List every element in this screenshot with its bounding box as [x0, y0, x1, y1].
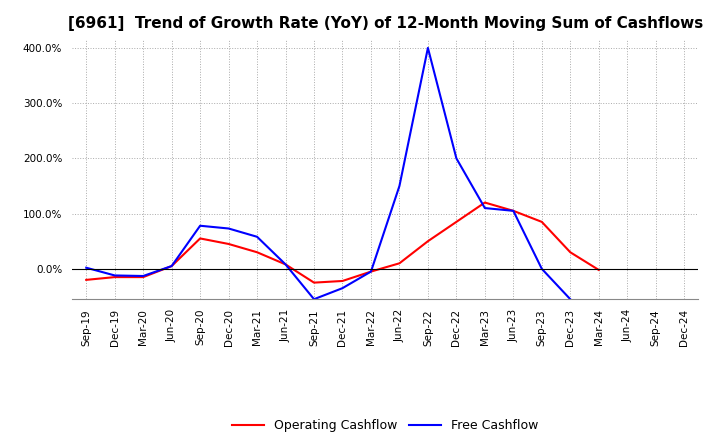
Free Cashflow	[253, 234, 261, 239]
Legend: Operating Cashflow, Free Cashflow: Operating Cashflow, Free Cashflow	[228, 414, 543, 437]
Operating Cashflow	[110, 275, 119, 280]
Operating Cashflow	[282, 262, 290, 267]
Operating Cashflow	[366, 269, 375, 274]
Free Cashflow	[282, 262, 290, 267]
Line: Free Cashflow: Free Cashflow	[86, 48, 570, 299]
Free Cashflow	[509, 208, 518, 213]
Free Cashflow	[537, 266, 546, 271]
Operating Cashflow	[253, 249, 261, 255]
Operating Cashflow	[423, 238, 432, 244]
Free Cashflow	[110, 273, 119, 278]
Operating Cashflow	[509, 208, 518, 213]
Line: Operating Cashflow: Operating Cashflow	[86, 202, 599, 282]
Free Cashflow	[167, 264, 176, 269]
Operating Cashflow	[537, 219, 546, 224]
Operating Cashflow	[225, 241, 233, 246]
Free Cashflow	[423, 45, 432, 51]
Free Cashflow	[196, 223, 204, 228]
Free Cashflow	[310, 297, 318, 302]
Operating Cashflow	[310, 280, 318, 285]
Operating Cashflow	[452, 219, 461, 224]
Operating Cashflow	[338, 279, 347, 284]
Free Cashflow	[139, 273, 148, 279]
Free Cashflow	[338, 286, 347, 291]
Operating Cashflow	[595, 267, 603, 272]
Free Cashflow	[225, 226, 233, 231]
Operating Cashflow	[566, 249, 575, 255]
Operating Cashflow	[196, 236, 204, 241]
Free Cashflow	[452, 156, 461, 161]
Free Cashflow	[82, 265, 91, 270]
Operating Cashflow	[139, 275, 148, 280]
Operating Cashflow	[167, 264, 176, 269]
Free Cashflow	[566, 297, 575, 302]
Operating Cashflow	[395, 260, 404, 266]
Operating Cashflow	[82, 277, 91, 282]
Free Cashflow	[366, 269, 375, 274]
Operating Cashflow	[480, 200, 489, 205]
Free Cashflow	[480, 205, 489, 211]
Title: [6961]  Trend of Growth Rate (YoY) of 12-Month Moving Sum of Cashflows: [6961] Trend of Growth Rate (YoY) of 12-…	[68, 16, 703, 32]
Free Cashflow	[395, 183, 404, 189]
